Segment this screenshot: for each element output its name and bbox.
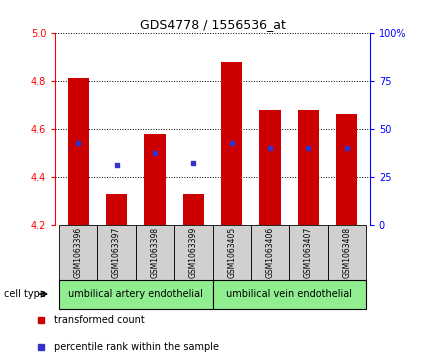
Bar (289, 225, 328, 280)
Text: percentile rank within the sample: percentile rank within the sample (54, 342, 219, 352)
Text: GSM1063407: GSM1063407 (304, 227, 313, 278)
Bar (298, 110, 319, 225)
Bar (106, 194, 127, 225)
Text: GSM1063397: GSM1063397 (112, 227, 121, 278)
Text: umbilical artery endothelial: umbilical artery endothelial (68, 289, 203, 299)
Bar (183, 194, 204, 225)
Bar (136, 225, 174, 280)
Bar (59, 225, 97, 280)
Text: GSM1063406: GSM1063406 (266, 227, 275, 278)
Title: GDS4778 / 1556536_at: GDS4778 / 1556536_at (139, 19, 286, 32)
Text: GSM1063396: GSM1063396 (74, 227, 83, 278)
Bar (144, 134, 165, 225)
Bar (59, 280, 212, 309)
Text: GSM1063399: GSM1063399 (189, 227, 198, 278)
Text: cell type: cell type (4, 289, 46, 299)
Bar (68, 78, 89, 225)
Text: GSM1063408: GSM1063408 (342, 227, 351, 278)
Bar (212, 225, 251, 280)
Text: umbilical vein endothelial: umbilical vein endothelial (226, 289, 352, 299)
Bar (260, 110, 280, 225)
Bar (174, 225, 212, 280)
Text: GSM1063398: GSM1063398 (150, 227, 159, 278)
Bar (97, 225, 136, 280)
Bar (251, 225, 289, 280)
Text: transformed count: transformed count (54, 315, 145, 325)
Bar (336, 114, 357, 225)
Text: GSM1063405: GSM1063405 (227, 227, 236, 278)
Bar (221, 61, 242, 225)
Bar (328, 225, 366, 280)
Bar (212, 280, 366, 309)
